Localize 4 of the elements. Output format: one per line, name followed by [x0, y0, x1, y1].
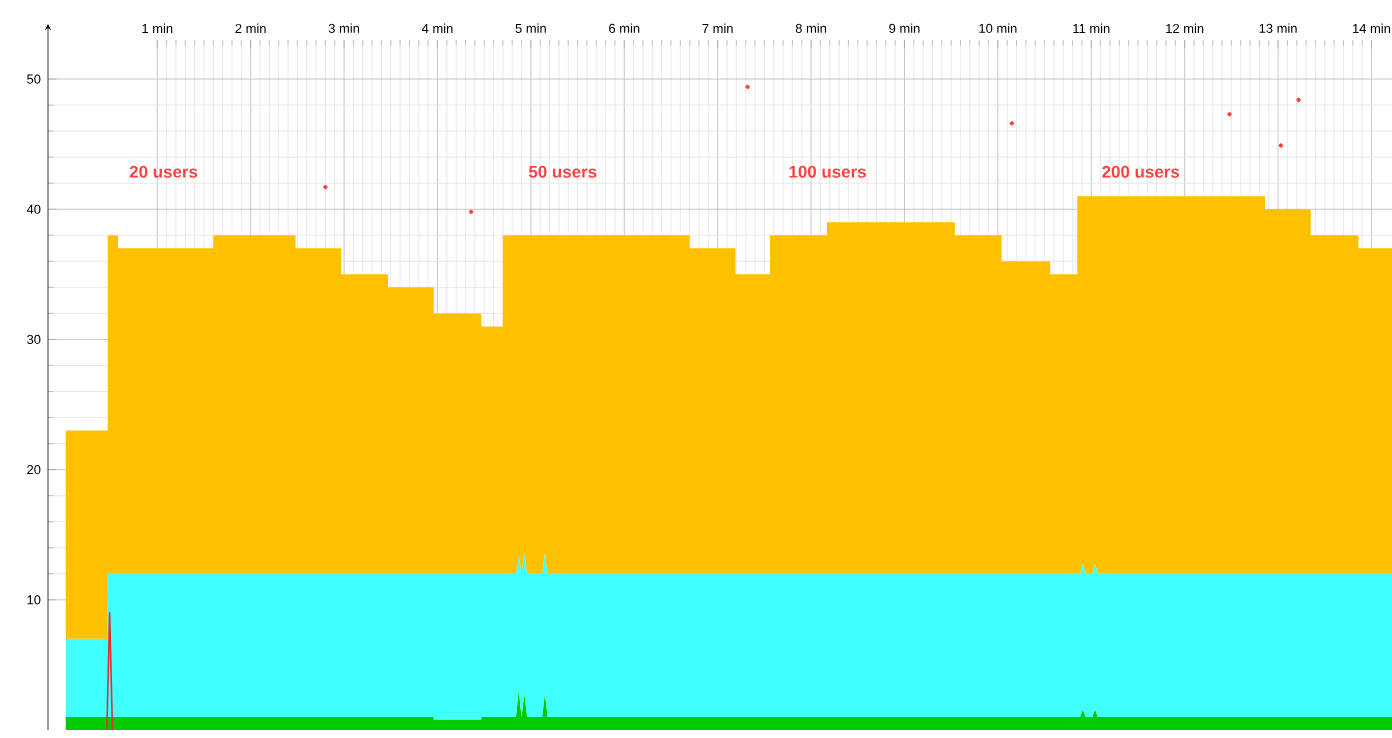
annotation: 100 users: [789, 165, 866, 178]
annotation: 20 users: [129, 165, 198, 178]
annotation: 200 users: [1102, 165, 1180, 178]
annotation: 50 users: [528, 165, 597, 178]
